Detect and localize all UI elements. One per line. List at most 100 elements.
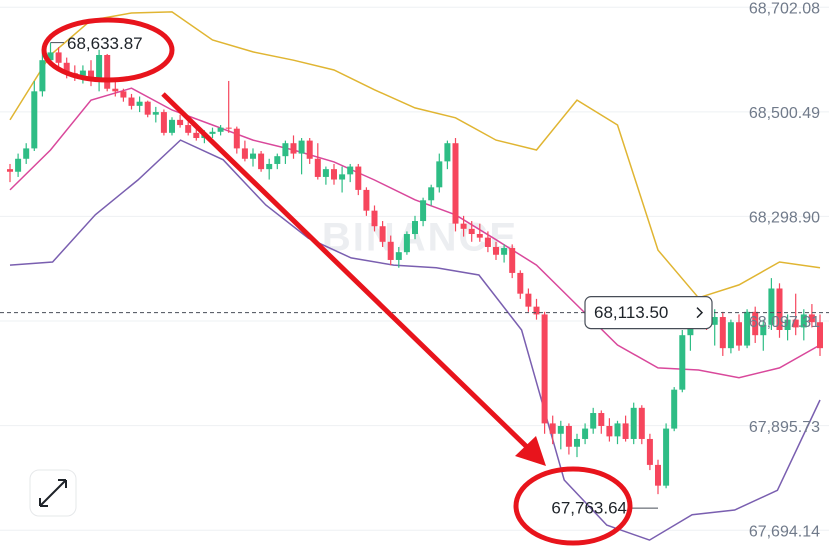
candle-body <box>128 97 135 106</box>
price-tag-box <box>584 296 713 330</box>
candle-body <box>646 438 653 465</box>
candle-body <box>768 288 775 325</box>
candle-body <box>347 166 354 175</box>
candle-body <box>614 423 621 437</box>
y-tick-label: 68,500.49 <box>749 105 820 122</box>
candle-body <box>136 101 143 106</box>
overlay: 67,694.14 67,895.73 68,097.31 68,298.90 68,5… <box>0 0 829 540</box>
high-label: 68,633.87 <box>67 34 143 53</box>
candle-body <box>258 153 265 170</box>
candle-body <box>541 314 548 424</box>
candle-body <box>638 407 645 439</box>
candle-body <box>606 425 613 437</box>
candle-body <box>387 241 394 260</box>
candle-body <box>306 140 313 159</box>
candle-body <box>719 317 726 349</box>
candle-body <box>144 101 151 115</box>
candle-body <box>590 413 597 429</box>
candle-body <box>314 158 321 177</box>
low-label: 67,763.64 <box>551 499 627 518</box>
candle-body <box>23 148 30 159</box>
candle-body <box>760 324 767 336</box>
y-tick-label: 67,895.73 <box>749 419 820 436</box>
candle-body <box>225 127 232 129</box>
candle-body <box>79 70 86 76</box>
candle-body <box>525 293 532 307</box>
y-tick-label: 67,694.14 <box>749 523 820 540</box>
candle-body <box>484 237 491 247</box>
candle-body <box>436 161 443 188</box>
candle-body <box>452 143 459 224</box>
candle-body <box>39 60 46 92</box>
candle-body <box>752 311 759 336</box>
candle-body <box>493 246 499 255</box>
candle-body <box>655 464 661 486</box>
grid <box>0 6 829 531</box>
candle-body <box>444 143 451 162</box>
candle-body <box>185 125 192 133</box>
candle-body <box>266 163 273 170</box>
candle-body <box>193 132 200 139</box>
y-tick-label: 68,298.90 <box>749 210 820 227</box>
candle-body <box>169 119 175 133</box>
candle-body <box>630 407 637 439</box>
candle-body <box>331 169 337 180</box>
candle-body <box>501 248 508 255</box>
candle-body <box>282 143 289 157</box>
candle-body <box>120 91 127 98</box>
candle-body <box>241 148 248 159</box>
band-line <box>9 11 821 299</box>
candle-body <box>533 306 540 315</box>
arrow-shaft <box>161 92 530 450</box>
candle-body <box>363 189 370 211</box>
candle-body <box>549 423 556 434</box>
candle-body <box>622 423 629 439</box>
red-annotations <box>41 17 633 546</box>
candle-body <box>112 88 119 92</box>
candle-body <box>800 314 807 328</box>
candle-body <box>574 438 580 447</box>
price-tag-chevron <box>696 307 704 319</box>
candle-body <box>217 127 224 132</box>
candle-body <box>379 226 386 242</box>
candle-body <box>152 112 159 115</box>
candle-body <box>412 221 418 235</box>
bands <box>9 11 821 541</box>
candle-body <box>15 158 22 172</box>
candle-body <box>663 428 670 486</box>
candle-body <box>209 131 216 134</box>
candle-body <box>565 425 572 447</box>
candle-body <box>792 319 799 328</box>
candle-body <box>460 223 467 229</box>
candle-body <box>371 210 378 227</box>
candle-body <box>322 169 329 177</box>
low-circle <box>513 466 633 546</box>
watermark: BINANCE <box>322 216 518 260</box>
expand-button[interactable] <box>29 469 77 517</box>
candle-body <box>160 112 167 133</box>
candle-body <box>679 335 686 390</box>
candle-body <box>557 425 564 434</box>
high-circle <box>41 17 175 83</box>
candle-body <box>509 248 516 273</box>
candle-body <box>290 143 297 154</box>
candle-body <box>582 428 589 439</box>
candle-body <box>55 52 62 63</box>
candle-body <box>339 174 346 180</box>
candle-body <box>47 52 54 61</box>
candles <box>7 42 823 495</box>
candle-body <box>395 252 402 260</box>
candle-body <box>31 91 38 149</box>
candle-body <box>517 272 524 294</box>
candle-body <box>7 169 13 172</box>
arrow-head <box>515 436 546 466</box>
candle-body <box>250 153 256 159</box>
candle-body <box>727 322 734 349</box>
candle-body <box>744 311 751 346</box>
band-line <box>9 139 821 541</box>
candle-body <box>96 55 103 81</box>
y-tick-label: 68,097.31 <box>749 314 820 331</box>
candle-body <box>817 322 823 349</box>
candle-body <box>476 234 483 238</box>
y-tick-label: 68,702.08 <box>749 0 820 17</box>
